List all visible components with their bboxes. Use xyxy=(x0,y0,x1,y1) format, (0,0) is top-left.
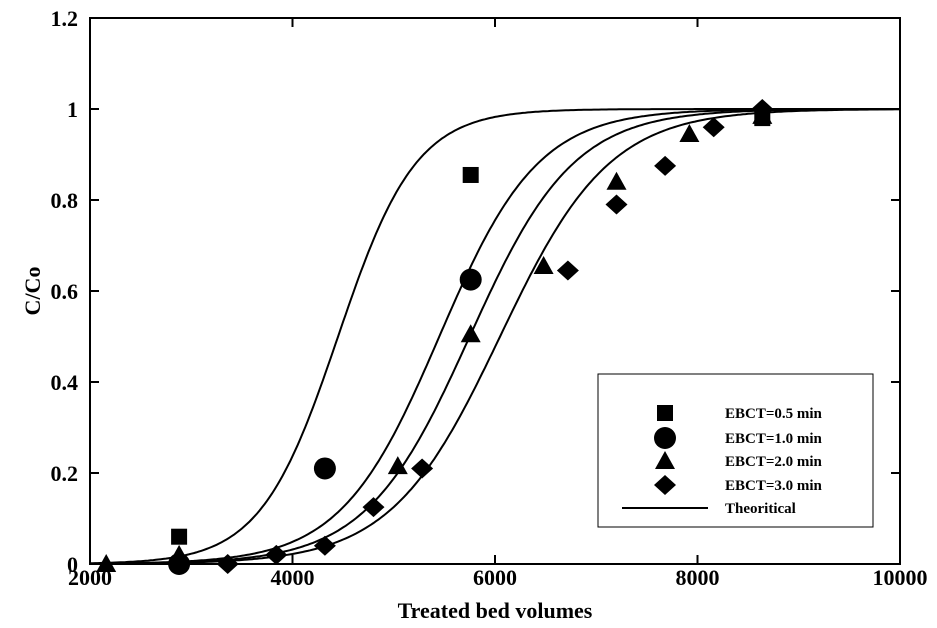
data-point-diamond xyxy=(702,117,725,138)
data-point-diamond xyxy=(216,554,239,574)
data-point-triangle xyxy=(169,544,190,563)
x-tick-label: 8000 xyxy=(676,565,720,590)
y-axis-title: C/Co xyxy=(20,267,45,316)
y-tick-label: 1.2 xyxy=(51,6,79,31)
data-point-triangle xyxy=(387,456,408,475)
data-point-triangle xyxy=(533,255,554,274)
legend-marker-circle xyxy=(654,427,676,449)
y-tick-label: 0.6 xyxy=(51,279,79,304)
data-point-diamond xyxy=(265,544,288,565)
x-tick-label: 6000 xyxy=(473,565,517,590)
data-point-diamond xyxy=(751,99,774,119)
y-tick-label: 0.2 xyxy=(51,461,79,486)
x-tick-label: 4000 xyxy=(271,565,315,590)
data-markers xyxy=(96,99,774,575)
y-tick-label: 0.4 xyxy=(51,370,79,395)
data-point-diamond xyxy=(556,260,579,281)
data-point-triangle xyxy=(96,554,117,572)
legend: EBCT=0.5 min EBCT=1.0 min EBCT=2.0 min EBCT… xyxy=(597,373,874,528)
data-point-diamond xyxy=(654,155,677,176)
legend-marker-diamond xyxy=(654,475,676,495)
legend-marker-square xyxy=(657,405,673,421)
x-tick-label: 10000 xyxy=(873,565,928,590)
data-point-triangle xyxy=(606,171,627,190)
legend-label: EBCT=1.0 min xyxy=(725,431,823,447)
legend-box xyxy=(597,373,874,528)
data-point-diamond xyxy=(362,497,385,518)
data-point-square xyxy=(462,166,479,183)
data-point-diamond xyxy=(313,535,336,556)
legend-label: EBCT=2.0 min xyxy=(725,454,823,470)
data-point-diamond xyxy=(411,458,434,479)
y-tick-label: 0 xyxy=(67,552,78,577)
data-point-circle xyxy=(313,457,336,480)
x-axis-title: Treated bed volumes xyxy=(398,598,593,623)
data-point-square xyxy=(171,528,188,545)
legend-label-theoretical: Theoritical xyxy=(725,501,796,517)
data-point-diamond xyxy=(605,194,628,215)
data-point-triangle xyxy=(679,124,700,143)
legend-label: EBCT=0.5 min xyxy=(725,406,823,422)
legend-label: EBCT=3.0 min xyxy=(725,478,823,494)
data-point-circle xyxy=(459,268,482,291)
y-tick-label: 1 xyxy=(67,97,78,122)
y-tick-label: 0.8 xyxy=(51,188,79,213)
legend-marker-triangle xyxy=(655,451,675,469)
data-point-triangle xyxy=(460,324,481,343)
